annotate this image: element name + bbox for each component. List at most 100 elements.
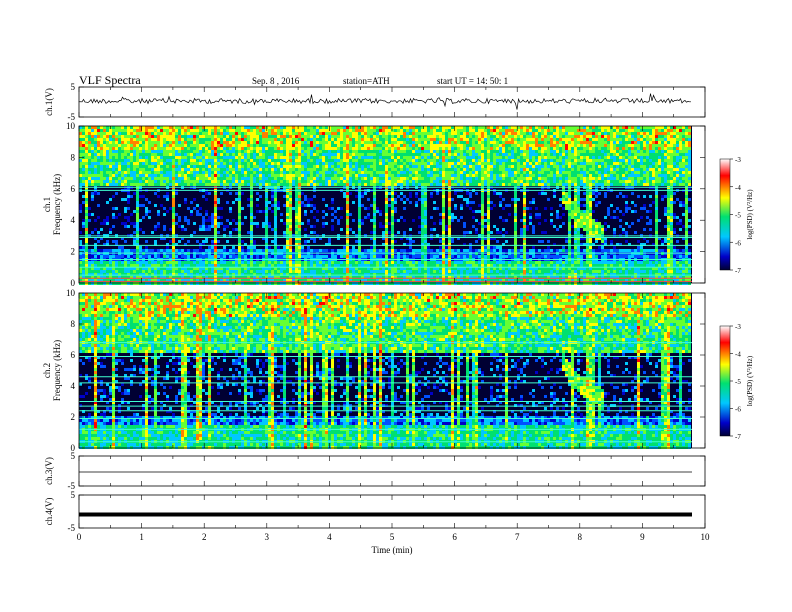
spectrogram-cell (322, 174, 325, 177)
spectrogram-cell (295, 216, 298, 219)
spectrogram-cell (445, 177, 448, 180)
spectrogram-cell (142, 141, 145, 144)
spectrogram-cell (244, 165, 247, 168)
spectrogram-cell (238, 216, 241, 219)
spectrogram-cell (322, 126, 325, 129)
spectrogram-cell (319, 132, 322, 135)
spectrogram-cell (160, 132, 163, 135)
spectrogram-cell (106, 168, 109, 171)
spectrogram-cell (409, 270, 412, 273)
spectrogram-cell (436, 174, 439, 177)
spectrogram-cell (211, 261, 214, 264)
spectrogram-cell (214, 153, 217, 156)
spectrogram-cell (292, 261, 295, 264)
spectrogram-cell (220, 135, 223, 138)
spectrogram-cell (394, 198, 397, 201)
spectrogram-cell (217, 255, 220, 258)
spectrogram-cell (367, 279, 370, 282)
spectrogram-cell (178, 147, 181, 150)
spectrogram-cell (274, 183, 277, 186)
spectrogram-cell (409, 126, 412, 129)
spectrogram-cell (115, 138, 118, 141)
spectrogram-cell (244, 216, 247, 219)
spectrogram-cell (322, 282, 325, 285)
spectrogram-cell (226, 132, 229, 135)
spectrogram-cell (133, 132, 136, 135)
spectrogram-cell (118, 141, 121, 144)
spectrogram-cell (130, 222, 133, 225)
spectrogram-cell (100, 135, 103, 138)
spectrogram-cell (262, 156, 265, 159)
spectrogram-cell (268, 270, 271, 273)
spectrogram-cell (373, 261, 376, 264)
spectrogram-cell (109, 228, 112, 231)
spectrogram-cell (373, 282, 376, 285)
spectrogram-cell (448, 132, 451, 135)
spectrogram-cell (175, 144, 178, 147)
spectrogram-cell (79, 153, 82, 156)
spectrogram-cell (298, 240, 301, 243)
spectrogram-cell (277, 153, 280, 156)
spectrogram-cell (313, 138, 316, 141)
spectrogram-cell (208, 168, 211, 171)
spectrogram-cell (184, 216, 187, 219)
spectrogram-cell (121, 150, 124, 153)
spectrogram-cell (358, 171, 361, 174)
spectrogram-cell (304, 228, 307, 231)
spectrogram-cell (313, 270, 316, 273)
spectrogram-cell (244, 183, 247, 186)
spectrogram-cell (274, 276, 277, 279)
spectrogram-cell (268, 249, 271, 252)
spectrogram-cell (298, 156, 301, 159)
spectrogram-cell (442, 138, 445, 141)
spectrogram-cell (424, 231, 427, 234)
spectrogram-cell (124, 240, 127, 243)
spectrogram-cell (442, 225, 445, 228)
spectrogram-cell (166, 255, 169, 258)
spectrogram-cell (259, 276, 262, 279)
spectrogram-cell (445, 141, 448, 144)
spectrogram-cell (319, 162, 322, 165)
spectrogram-cell (427, 147, 430, 150)
spectrogram-cell (379, 210, 382, 213)
spectrogram-cell (448, 129, 451, 132)
spectrogram-cell (322, 210, 325, 213)
spectrogram-cell (316, 147, 319, 150)
spectrogram-cell (196, 213, 199, 216)
spectrogram-cell (88, 213, 91, 216)
spectrogram-cell (79, 267, 82, 270)
spectrogram-cell (361, 249, 364, 252)
spectrogram-cell (109, 249, 112, 252)
spectrogram-cell (391, 126, 394, 129)
spectrogram-cell (358, 174, 361, 177)
spectrogram-cell (130, 165, 133, 168)
spectrogram-cell (367, 138, 370, 141)
spectrogram-cell (169, 162, 172, 165)
spectrogram-cell (424, 138, 427, 141)
spectrogram-cell (433, 168, 436, 171)
spectrogram-cell (133, 237, 136, 240)
spectrogram-cell (115, 177, 118, 180)
spectrogram-cell (136, 150, 139, 153)
spectrogram-cell (247, 129, 250, 132)
spectrogram-cell (430, 174, 433, 177)
spectrogram-cell (430, 273, 433, 276)
spectrogram-cell (439, 264, 442, 267)
spectrogram-cell (442, 255, 445, 258)
spectrogram-cell (181, 255, 184, 258)
spectrogram-cell (331, 144, 334, 147)
spectrogram-cell (169, 135, 172, 138)
spectrogram-cell (217, 165, 220, 168)
spectrogram-cell (172, 222, 175, 225)
spectrogram-cell (427, 264, 430, 267)
spectrogram-cell (427, 276, 430, 279)
spectrogram-cell (241, 162, 244, 165)
spectrogram-cell (103, 222, 106, 225)
spectrogram-cell (328, 273, 331, 276)
spectrogram-cell (331, 276, 334, 279)
spectrogram-cell (148, 174, 151, 177)
spectrogram-cell (223, 138, 226, 141)
spectrogram-cell (415, 144, 418, 147)
spectrogram-cell (244, 273, 247, 276)
spectrogram-cell (145, 261, 148, 264)
